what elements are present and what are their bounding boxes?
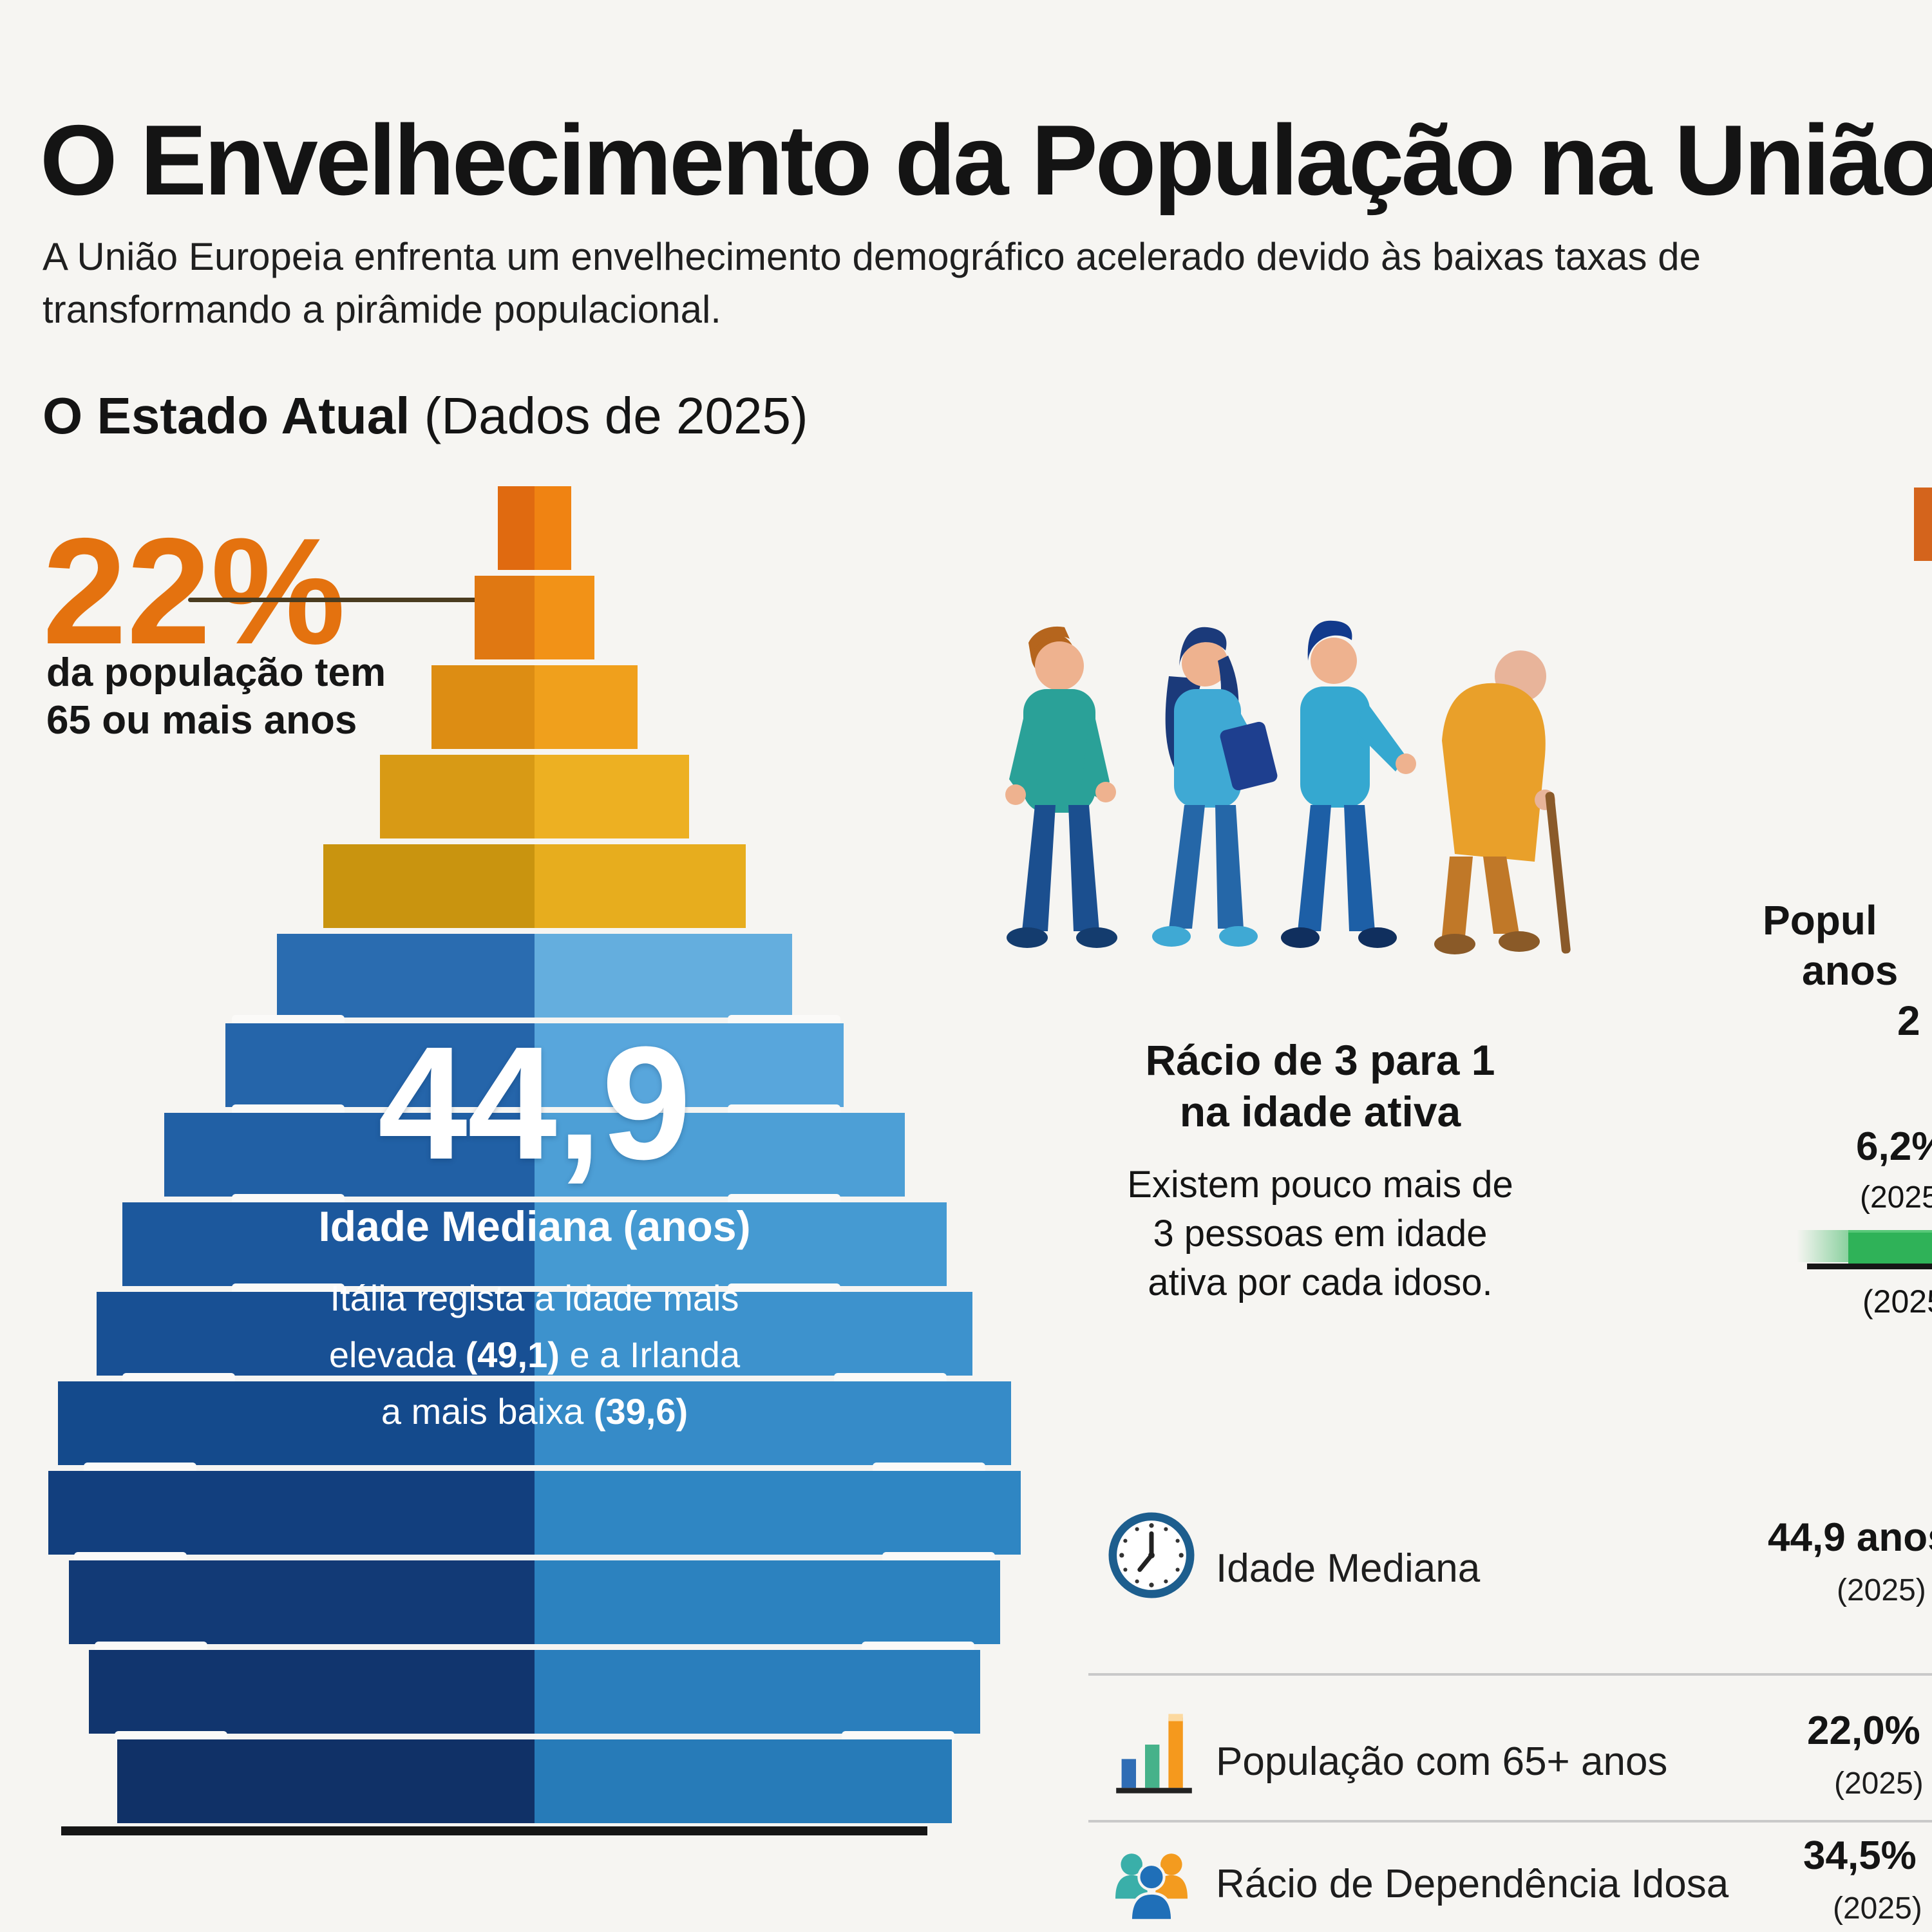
stats-divider-1 xyxy=(1088,1673,1932,1676)
pyramid-tick-dash xyxy=(872,1463,985,1473)
mini-chart-axis xyxy=(1807,1264,1932,1269)
median-note-line-1: Itália regista a idade mais xyxy=(330,1278,739,1318)
pyramid-tick-dash xyxy=(95,1642,208,1653)
pyramid-tick-dash xyxy=(882,1552,995,1563)
cane-illustration xyxy=(1545,791,1571,954)
pyramid-row xyxy=(379,755,690,838)
tablet-illustration xyxy=(1220,721,1278,791)
people-icon xyxy=(1115,1853,1188,1922)
clipped-pyramid-fragment xyxy=(1914,488,1932,561)
stat-label-dependency-ratio: Rácio de Dependência Idosa xyxy=(1216,1862,1729,1906)
clock-icon xyxy=(1108,1512,1195,1598)
median-age-note: Itália regista a idade mais elevada (49,… xyxy=(213,1270,857,1440)
stats-divider-2 xyxy=(1088,1820,1932,1823)
seniors-share-label-2: 65 ou mais anos xyxy=(46,698,357,743)
green-bar-value: 6,2% xyxy=(1856,1124,1932,1169)
young-man-illustration xyxy=(1005,626,1117,948)
pyramid-tick-dash xyxy=(114,1731,227,1742)
subtitle-line-2: transformando a pirâmide populacional. xyxy=(43,288,721,331)
pyramid-row xyxy=(323,844,746,928)
pyramid-row xyxy=(497,486,572,570)
subtitle-line-1: A União Europeia enfrenta um envelhecime… xyxy=(43,235,1701,278)
stat-label-population-65: População com 65+ anos xyxy=(1216,1739,1668,1784)
stat-value-dependency-ratio: 34,5% xyxy=(1803,1833,1917,1878)
pyramid-row xyxy=(88,1650,981,1734)
stat-value-population-65: 22,0% xyxy=(1807,1709,1920,1753)
green-bar xyxy=(1848,1230,1932,1265)
pyramid-tick-dash xyxy=(74,1552,187,1563)
ratio-block: Rácio de 3 para 1 na idade ativa Existem… xyxy=(1043,1034,1597,1307)
median-note-line-3: a mais baixa (39,6) xyxy=(381,1391,688,1432)
right-chart-title-fragment-2: anos xyxy=(1802,947,1899,994)
section-heading-regular: (Dados de 2025) xyxy=(410,387,808,444)
stat-label-median-age: Idade Mediana xyxy=(1216,1546,1481,1591)
median-note-line-2: elevada (49,1) e a Irlanda xyxy=(328,1334,741,1375)
stat-year-dependency-ratio: (2025) xyxy=(1833,1891,1922,1926)
pyramid-tick-dash xyxy=(84,1463,197,1473)
pyramid-row xyxy=(276,934,793,1018)
callout-connector-line xyxy=(188,598,491,602)
ratio-heading: Rácio de 3 para 1 na idade ativa xyxy=(1145,1036,1495,1135)
green-bar-value-year: (2025) xyxy=(1860,1180,1932,1215)
pyramid-row xyxy=(431,665,638,749)
pyramid-row xyxy=(117,1739,952,1823)
woman-with-tablet-illustration xyxy=(1152,627,1278,947)
elderly-man-illustration xyxy=(1434,650,1571,954)
people-illustration xyxy=(1005,620,1571,954)
seniors-share-label-1: da população tem xyxy=(46,650,386,695)
right-chart-title-fragment-3: 2 xyxy=(1897,998,1920,1044)
pyramid-baseline xyxy=(61,1826,927,1835)
median-age-label: Idade Mediana (anos) xyxy=(318,1202,751,1250)
page-title: O Envelhecimento da População na União xyxy=(40,104,1932,216)
pyramid-row xyxy=(475,576,594,659)
right-chart-title-fragment-1: Popul xyxy=(1763,897,1877,943)
pyramid-tick-dash xyxy=(842,1731,955,1742)
median-age-value: 44,9 xyxy=(377,1013,692,1193)
pyramid-row xyxy=(69,1560,1000,1644)
ratio-body: Existem pouco mais de 3 pessoas em idade… xyxy=(1127,1164,1513,1303)
stat-year-population-65: (2025) xyxy=(1834,1766,1924,1801)
stat-year-median-age: (2025) xyxy=(1837,1573,1926,1607)
helper-man-illustration xyxy=(1281,620,1416,948)
pyramid-row xyxy=(48,1471,1021,1555)
green-bar-axis-year: (2025) xyxy=(1862,1283,1932,1320)
stat-value-median-age: 44,9 anos xyxy=(1768,1515,1932,1560)
bar-chart-icon xyxy=(1116,1714,1192,1794)
pyramid-center-text: 44,9 Idade Mediana (anos) Itália regista… xyxy=(213,1023,857,1440)
section-heading-bold: O Estado Atual xyxy=(43,387,410,444)
section-heading: O Estado Atual (Dados de 2025) xyxy=(43,386,808,446)
green-bar-fade xyxy=(1797,1230,1850,1262)
seniors-share-value: 22% xyxy=(43,506,346,676)
pyramid-tick-dash xyxy=(861,1642,974,1653)
